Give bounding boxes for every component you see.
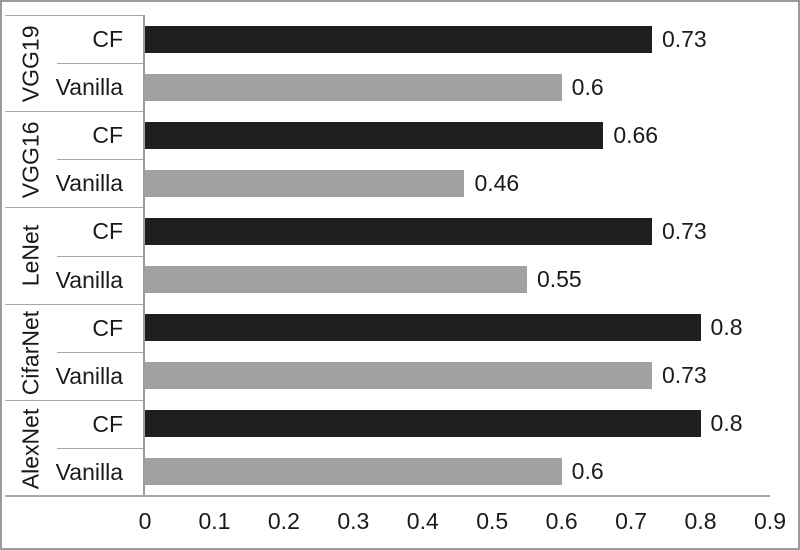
- group-label-lenet: LeNet: [17, 225, 44, 287]
- x-tick-label: 0.1: [198, 508, 231, 534]
- bar-row: 0.46: [145, 159, 770, 207]
- y-axis-line: [143, 15, 145, 496]
- category-group-vgg19: VGG19 CF Vanilla: [5, 16, 143, 111]
- series-label-vanilla: Vanilla: [56, 351, 143, 400]
- bar-row: 0.66: [145, 111, 770, 159]
- x-axis-line: [5, 495, 770, 497]
- series-label-vanilla: Vanilla: [56, 447, 143, 496]
- x-tick-label: 0.9: [754, 508, 786, 534]
- series-label-vanilla: Vanilla: [56, 63, 143, 111]
- series-label-cf: CF: [92, 314, 123, 341]
- series-labels: CF Vanilla: [56, 305, 143, 400]
- series-label-vanilla: Vanilla: [56, 159, 143, 207]
- category-label-panel: VGG19 CF Vanilla VGG16 CF Vanilla LeNet …: [5, 15, 143, 496]
- series-label-cf: CF: [92, 122, 123, 149]
- bar-value-label: 0.73: [661, 25, 707, 52]
- bar-row: 0.8: [145, 400, 770, 448]
- bar-value-label: 0.55: [536, 266, 582, 293]
- bar-vgg16-cf: [145, 121, 604, 149]
- group-label-cifarnet: CifarNet: [17, 310, 44, 395]
- plot-area: 0.73 0.6 0.66 0.46 0.73 0.55 0.8 0.73: [145, 15, 770, 496]
- category-group-alexnet: AlexNet CF Vanilla: [5, 399, 143, 496]
- bar-lenet-cf: [145, 217, 652, 245]
- bar-row: 0.73: [145, 352, 770, 400]
- series-labels: CF Vanilla: [56, 208, 143, 304]
- group-label-vgg19: VGG19: [17, 25, 44, 102]
- bar-value-label: 0.73: [661, 217, 707, 244]
- bar-lenet-vanilla: [145, 266, 527, 294]
- category-group-vgg16: VGG16 CF Vanilla: [5, 111, 143, 207]
- bar-value-label: 0.46: [474, 169, 520, 196]
- group-label-vgg16: VGG16: [17, 121, 44, 199]
- bar-row: 0.6: [145, 448, 770, 496]
- bar-cifarnet-vanilla: [145, 362, 652, 390]
- bar-value-label: 0.8: [710, 410, 743, 437]
- x-tick-label: 0: [138, 508, 152, 534]
- bar-value-label: 0.6: [571, 458, 604, 485]
- category-group-cifarnet: CifarNet CF Vanilla: [5, 303, 143, 400]
- series-labels: CF Vanilla: [56, 401, 143, 496]
- bar-alexnet-cf: [145, 410, 701, 438]
- bar-alexnet-vanilla: [145, 458, 562, 486]
- series-labels: CF Vanilla: [56, 16, 143, 111]
- bar-value-label: 0.8: [710, 314, 743, 341]
- bar-row: 0.73: [145, 15, 770, 63]
- x-tick-label: 0.5: [476, 508, 509, 534]
- x-axis-tick-labels: 0 0.1 0.2 0.3 0.4 0.5 0.6 0.7 0.8 0.9: [139, 508, 786, 540]
- bar-vgg16-vanilla: [145, 169, 465, 197]
- category-group-lenet: LeNet CF Vanilla: [5, 207, 143, 303]
- bar-row: 0.8: [145, 304, 770, 352]
- x-tick-label: 0.4: [406, 508, 439, 534]
- x-tick-label: 0.2: [267, 508, 300, 534]
- series-label-vanilla: Vanilla: [56, 255, 143, 304]
- group-label-alexnet: AlexNet: [17, 408, 44, 489]
- bar-cifarnet-cf: [145, 314, 701, 342]
- bar-value-label: 0.66: [613, 121, 659, 148]
- bar-value-label: 0.6: [571, 73, 604, 100]
- series-label-cf: CF: [92, 218, 123, 245]
- bar-row: 0.73: [145, 207, 770, 255]
- series-label-cf: CF: [92, 26, 123, 53]
- bar-value-label: 0.73: [661, 362, 707, 389]
- x-tick-label: 0.8: [684, 508, 717, 534]
- x-tick-label: 0.7: [615, 508, 648, 534]
- bar-vgg19-vanilla: [145, 73, 562, 101]
- bar-row: 0.6: [145, 63, 770, 111]
- series-label-cf: CF: [92, 410, 123, 437]
- x-tick-label: 0.6: [545, 508, 578, 534]
- series-labels: CF Vanilla: [56, 112, 143, 207]
- bar-vgg19-cf: [145, 25, 652, 53]
- x-tick-label: 0.3: [337, 508, 370, 534]
- bar-row: 0.55: [145, 255, 770, 303]
